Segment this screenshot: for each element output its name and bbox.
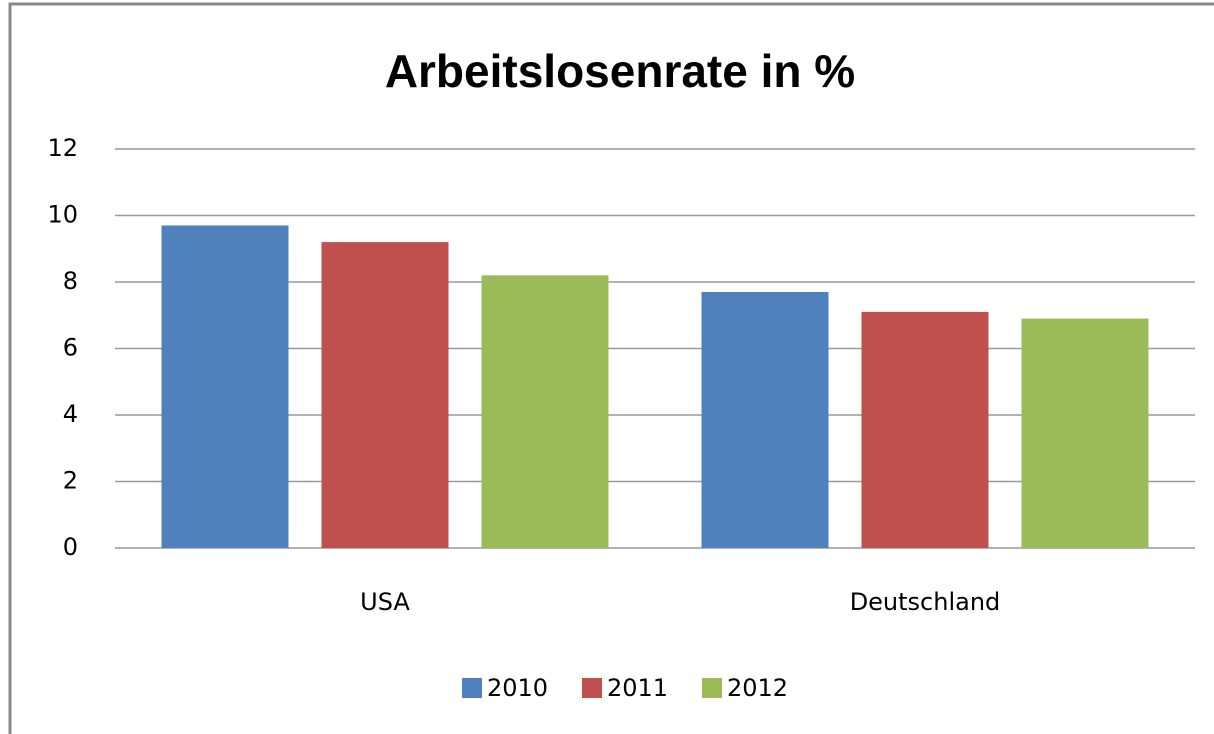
legend-label: 2011 [607, 674, 668, 702]
legend-label: 2010 [487, 674, 548, 702]
x-tick-label: Deutschland [850, 588, 1001, 616]
x-tick-label: USA [360, 588, 410, 616]
y-tick-label: 12 [47, 134, 78, 162]
y-tick-label: 0 [63, 533, 78, 561]
bar [161, 225, 289, 548]
y-tick-label: 2 [63, 467, 78, 495]
bar [481, 275, 609, 548]
y-tick-label: 6 [63, 334, 78, 362]
bar [321, 242, 449, 548]
bar [1021, 318, 1149, 548]
y-tick-label: 10 [47, 201, 78, 229]
bar [701, 291, 829, 548]
y-tick-label: 8 [63, 267, 78, 295]
legend-swatch [582, 678, 602, 698]
chart-title: Arbeitslosenrate in % [385, 45, 855, 97]
bar [861, 311, 989, 548]
y-tick-label: 4 [63, 400, 78, 428]
legend-swatch [462, 678, 482, 698]
legend-label: 2012 [727, 674, 788, 702]
legend-swatch [702, 678, 722, 698]
